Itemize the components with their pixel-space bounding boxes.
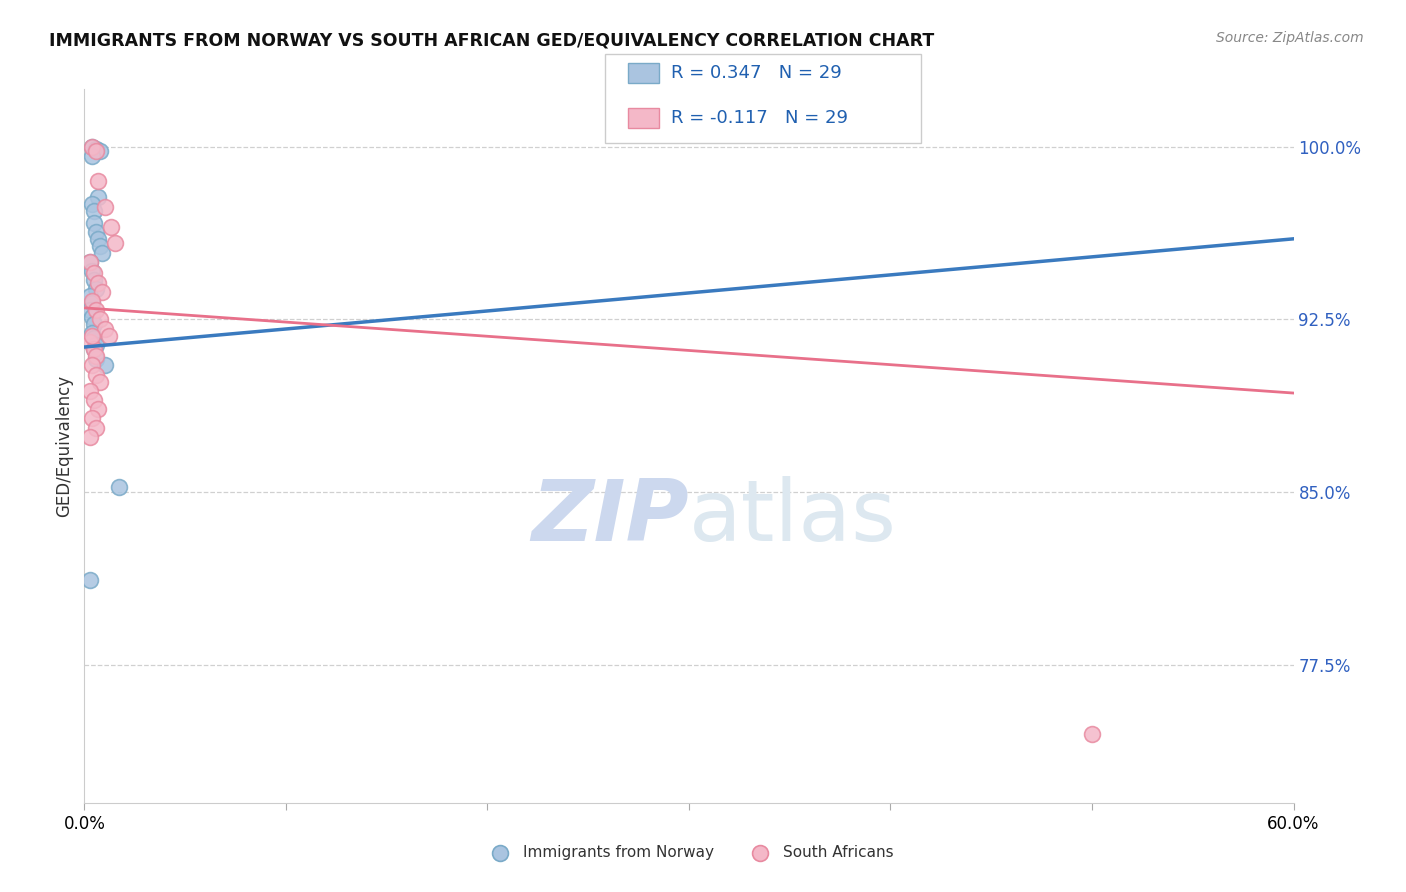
Point <box>91 285 114 299</box>
Point <box>79 289 101 303</box>
Point <box>100 220 122 235</box>
Point <box>87 276 110 290</box>
Point <box>93 200 115 214</box>
Point <box>93 321 115 335</box>
Text: R = 0.347   N = 29: R = 0.347 N = 29 <box>671 64 841 82</box>
Point <box>82 264 104 278</box>
Point <box>83 273 105 287</box>
Point <box>87 232 110 246</box>
Point <box>83 343 105 357</box>
Point <box>86 420 108 434</box>
Point <box>86 349 108 363</box>
Point <box>1081 727 1104 741</box>
Point <box>82 328 104 343</box>
Point <box>86 368 108 382</box>
Text: atlas: atlas <box>689 475 897 559</box>
Point <box>86 283 108 297</box>
Point <box>87 190 110 204</box>
Point <box>87 402 110 417</box>
Text: ZIP: ZIP <box>531 475 689 559</box>
Point <box>107 480 129 494</box>
Point <box>79 430 101 444</box>
Point <box>86 303 108 318</box>
Point <box>82 296 104 310</box>
Point <box>79 384 101 398</box>
Point <box>104 236 127 251</box>
Point <box>86 145 108 159</box>
Point <box>82 149 104 163</box>
Point <box>82 310 104 324</box>
Point <box>89 375 111 389</box>
Point <box>86 142 108 156</box>
Point <box>91 245 114 260</box>
Point <box>79 255 101 269</box>
Point <box>79 573 101 587</box>
Text: Source: ZipAtlas.com: Source: ZipAtlas.com <box>1216 31 1364 45</box>
Point <box>89 238 111 252</box>
Legend: Immigrants from Norway, South Africans: Immigrants from Norway, South Africans <box>478 839 900 866</box>
Point <box>83 343 105 357</box>
Point <box>79 303 101 318</box>
Point <box>79 335 101 350</box>
Point <box>97 328 120 343</box>
Text: IMMIGRANTS FROM NORWAY VS SOUTH AFRICAN GED/EQUIVALENCY CORRELATION CHART: IMMIGRANTS FROM NORWAY VS SOUTH AFRICAN … <box>49 31 935 49</box>
Point <box>82 140 104 154</box>
Point <box>86 351 108 366</box>
Point <box>82 140 104 154</box>
Point <box>83 216 105 230</box>
Point <box>83 266 105 280</box>
Point <box>82 293 104 308</box>
Point <box>93 359 115 373</box>
Point <box>79 255 101 269</box>
Text: R = -0.117   N = 29: R = -0.117 N = 29 <box>671 109 848 127</box>
Point <box>82 197 104 211</box>
Point <box>83 317 105 331</box>
Point <box>83 204 105 219</box>
Point <box>86 225 108 239</box>
Point <box>82 411 104 425</box>
Point <box>82 359 104 373</box>
Point <box>89 312 111 326</box>
Point <box>89 145 111 159</box>
Point <box>86 337 108 351</box>
Point <box>87 174 110 188</box>
Point <box>82 326 104 341</box>
Point <box>83 392 105 407</box>
Point <box>83 331 105 345</box>
Y-axis label: GED/Equivalency: GED/Equivalency <box>55 375 73 517</box>
